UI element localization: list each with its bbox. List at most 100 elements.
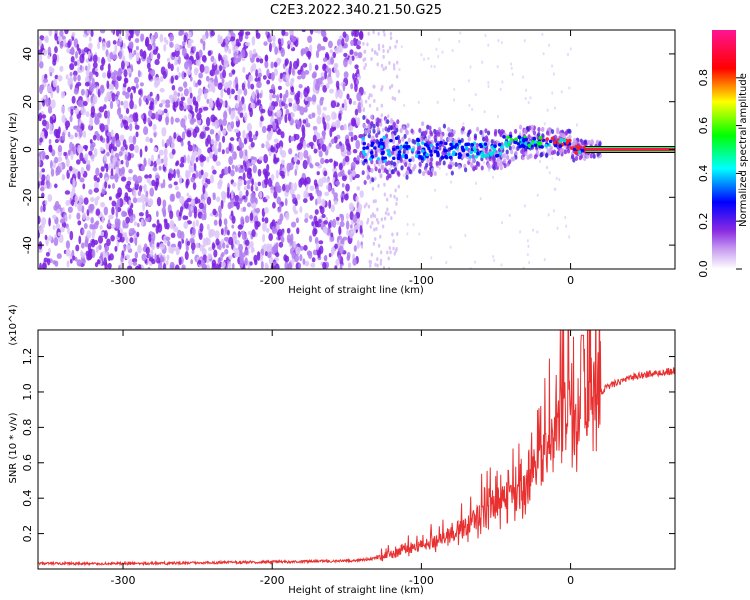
noise-blob [228,72,233,77]
noise-blob [48,30,53,37]
noise-blob [183,88,189,97]
noise-blob [250,185,254,192]
noise-blob [373,98,376,103]
noise-blob [129,143,135,152]
noise-blob [224,46,228,53]
noise-blob [38,112,43,122]
noise-blob [149,249,154,257]
noise-blob [141,253,147,262]
y-tick-label: 1.0 [21,383,34,401]
noise-blob [403,103,406,108]
noise-blob [216,196,221,203]
noise-blob [468,103,471,108]
noise-blob [115,160,119,168]
noise-blob [276,121,279,129]
signal-core-blob [538,135,543,140]
noise-blob [376,257,379,262]
noise-blob [145,36,150,46]
noise-blob [232,262,235,269]
signal-core-blob [376,157,381,161]
noise-blob [73,61,78,67]
noise-blob [270,189,274,194]
noise-blob [205,237,209,246]
noise-blob [192,96,197,105]
noise-blob [373,214,377,219]
noise-blob [301,124,305,134]
noise-blob [181,264,186,269]
noise-blob [329,49,334,54]
noise-blob [389,119,392,124]
signal-core-blob [532,136,537,141]
noise-blob [553,106,556,110]
signal-blob [563,149,567,155]
noise-blob [192,143,196,153]
noise-blob [89,116,94,127]
noise-blob [364,99,368,104]
noise-blob [184,250,189,261]
signal-blob [376,122,380,128]
noise-blob [251,63,257,72]
noise-blob [177,92,181,97]
noise-blob [101,214,105,224]
noise-blob [353,134,358,141]
noise-blob [239,138,242,149]
noise-blob [344,193,349,201]
y-tick-label: 1.2 [21,348,34,366]
noise-blob [278,42,282,52]
noise-blob [221,261,226,269]
noise-blob [287,97,293,103]
noise-blob [54,33,58,41]
noise-blob [446,133,449,137]
noise-blob [64,120,71,128]
noise-blob [337,235,342,240]
signal-core-blob [450,145,455,149]
noise-blob [167,62,171,70]
noise-blob [306,250,312,257]
noise-blob [63,151,67,157]
noise-blob [309,162,313,168]
noise-blob [388,61,391,66]
noise-blob [261,217,265,223]
noise-blob [65,74,69,80]
signal-core-blob [381,156,386,161]
noise-blob [290,221,297,228]
noise-blob [255,69,259,78]
noise-blob [387,114,390,119]
noise-blob [344,101,348,112]
noise-blob [149,97,155,103]
noise-blob [67,149,71,156]
noise-blob [44,234,48,241]
noise-blob [186,104,190,110]
noise-blob [127,176,132,181]
noise-blob [65,248,71,257]
noise-blob [352,258,357,266]
noise-blob [152,49,158,55]
noise-blob [393,66,396,71]
noise-blob [373,84,376,89]
noise-blob [396,231,399,236]
noise-blob [347,59,352,65]
noise-blob [188,31,192,39]
noise-blob [148,257,154,262]
signal-blob [410,128,414,134]
signal-blob [524,151,528,157]
signal-core-blob [439,140,443,145]
chart-title: C2E3.2022.340.21.50.G25 [270,3,442,18]
noise-blob [222,129,227,135]
noise-blob [78,195,84,204]
noise-blob [198,107,203,114]
noise-blob [228,255,233,260]
noise-blob [224,224,228,235]
signal-core-blob [516,142,521,146]
signal-core-blob [363,152,367,157]
noise-blob [266,68,270,77]
noise-blob [136,222,140,228]
noise-blob [389,193,392,198]
y-tick-label: 0.2 [21,525,34,543]
noise-blob [242,129,246,139]
noise-blob [445,205,448,209]
noise-blob [289,30,294,36]
signal-blob [508,145,512,151]
noise-blob [474,93,477,97]
signal-core-blob [506,135,510,140]
